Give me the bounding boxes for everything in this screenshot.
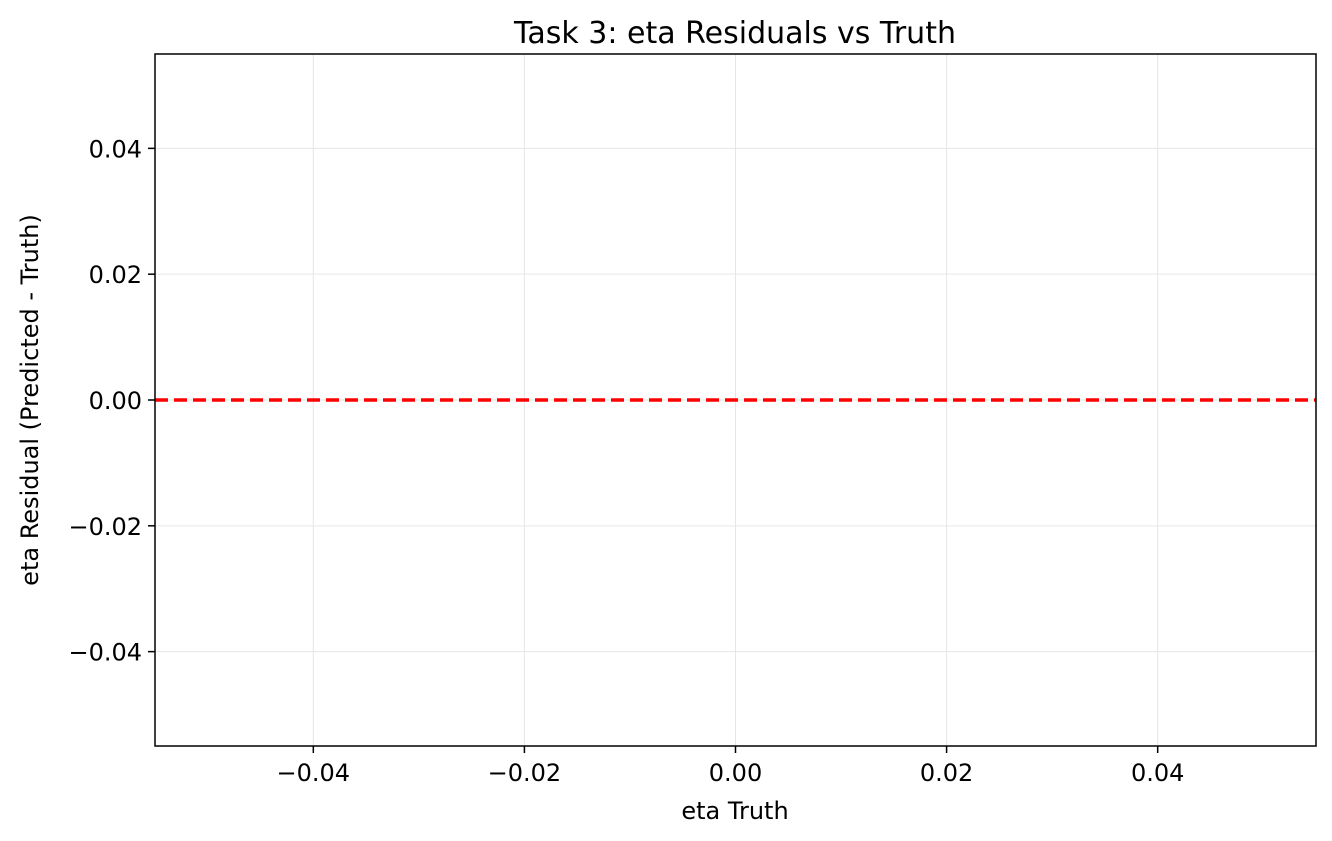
- x-tick-label: −0.04: [277, 759, 351, 787]
- y-tick-label: 0.00: [89, 387, 142, 415]
- chart-title: Task 3: eta Residuals vs Truth: [513, 16, 956, 51]
- y-axis-label: eta Residual (Predicted - Truth): [16, 214, 44, 586]
- grid: [155, 54, 1316, 746]
- x-axis-label: eta Truth: [681, 797, 788, 825]
- x-tick-label: 0.00: [709, 759, 762, 787]
- x-tick-label: 0.02: [920, 759, 973, 787]
- y-tick-label: −0.02: [68, 513, 142, 541]
- x-tick-label: 0.04: [1131, 759, 1184, 787]
- y-tick-label: −0.04: [68, 639, 142, 667]
- x-tick-label: −0.02: [488, 759, 562, 787]
- y-tick-label: 0.02: [89, 261, 142, 289]
- y-tick-label: 0.04: [89, 135, 142, 163]
- x-axis-ticks: −0.04 −0.02 0.00 0.02 0.04: [277, 746, 1184, 787]
- y-axis-ticks: −0.04 −0.02 0.00 0.02 0.04: [68, 135, 155, 667]
